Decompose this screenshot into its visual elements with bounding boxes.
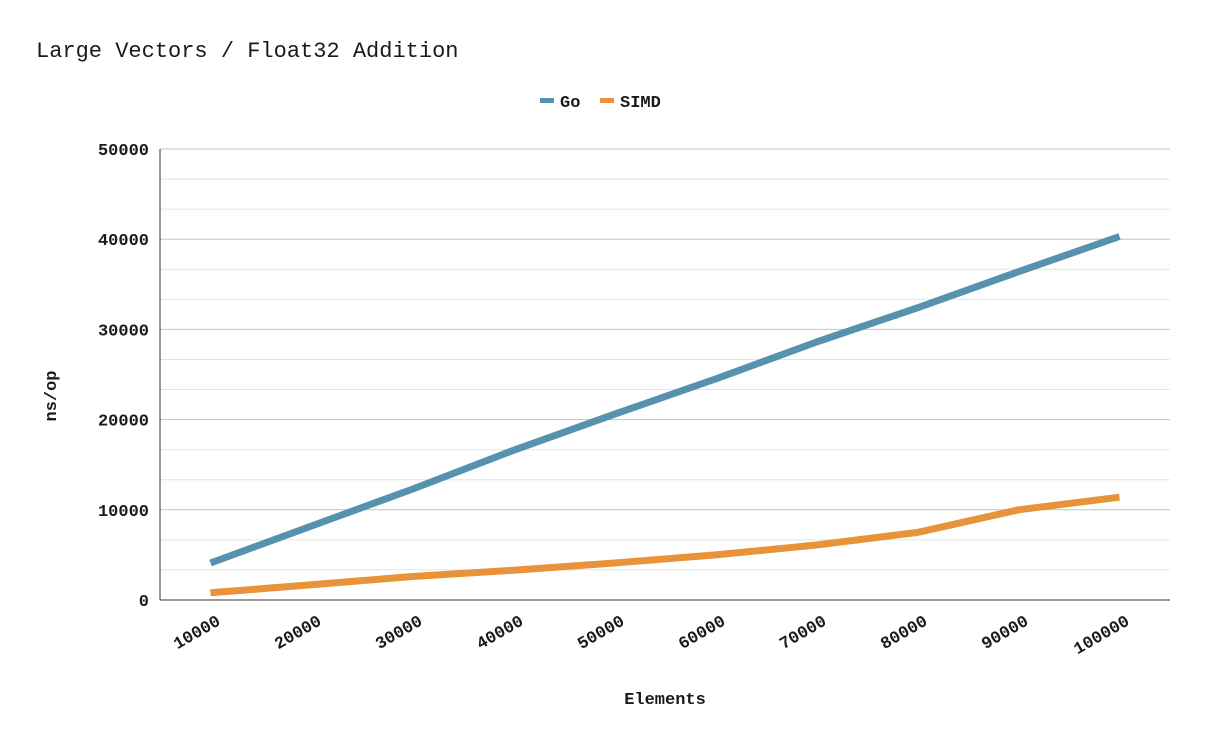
x-tick-label: 20000 xyxy=(272,613,326,655)
y-axis-label: ns/op xyxy=(43,370,62,421)
x-tick-label: 80000 xyxy=(878,613,932,655)
axes xyxy=(159,149,1170,601)
y-tick-label: 20000 xyxy=(98,413,149,432)
series-lines xyxy=(209,233,1121,597)
legend-swatch-simd xyxy=(600,98,614,103)
x-tick-label: 100000 xyxy=(1071,613,1134,660)
x-tick-label: 40000 xyxy=(474,613,528,655)
y-tick-label: 10000 xyxy=(98,503,149,522)
y-tick-label: 0 xyxy=(139,593,149,612)
legend-label-go: Go xyxy=(560,94,580,113)
x-tick-label: 70000 xyxy=(777,613,831,655)
y-axis-ticks: 0 10000 20000 30000 40000 50000 xyxy=(98,142,149,612)
legend-label-simd: SIMD xyxy=(620,94,661,113)
x-tick-label: 50000 xyxy=(575,613,629,655)
chart-title: Large Vectors / Float32 Addition xyxy=(36,39,458,64)
legend-swatch-go xyxy=(540,98,554,103)
x-axis-label: Elements xyxy=(624,691,706,710)
x-tick-label: 90000 xyxy=(979,613,1033,655)
series-line-simd xyxy=(210,493,1120,597)
x-axis-ticks: 10000 20000 30000 40000 50000 60000 70000 80000… xyxy=(171,613,1134,660)
y-tick-label: 40000 xyxy=(98,232,149,251)
grid xyxy=(160,148,1170,571)
series-line-go xyxy=(209,233,1121,567)
y-tick-label: 50000 xyxy=(98,142,149,161)
legend: Go SIMD xyxy=(540,94,661,113)
x-tick-label: 60000 xyxy=(676,613,730,655)
x-tick-label: 30000 xyxy=(373,613,427,655)
y-tick-label: 30000 xyxy=(98,322,149,341)
x-tick-label: 10000 xyxy=(171,613,225,655)
